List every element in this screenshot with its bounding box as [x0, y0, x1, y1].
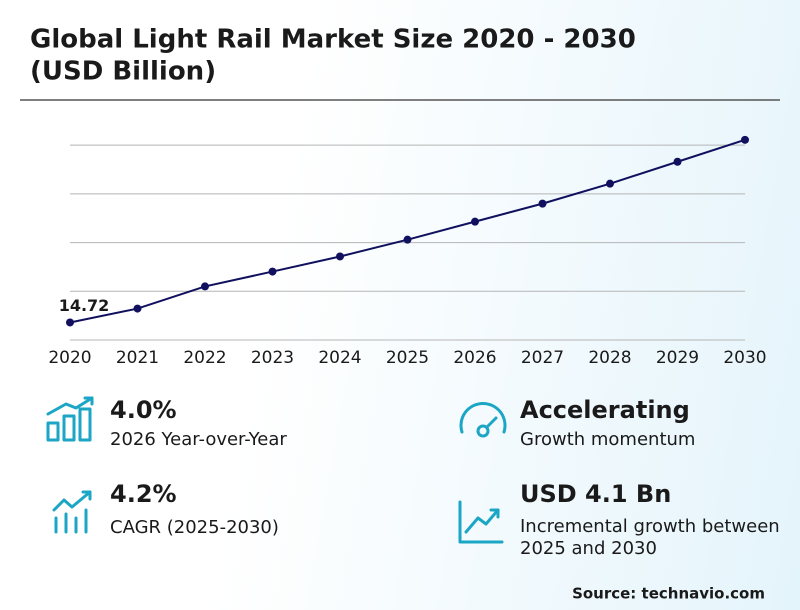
x-tick-label: 2024 — [318, 348, 361, 368]
point — [66, 318, 74, 327]
x-tick-label: 2029 — [656, 348, 699, 368]
series-line — [69, 138, 746, 324]
x-tick-label: 2027 — [521, 348, 564, 368]
point — [403, 235, 412, 244]
stat-label-box: Incremental growth between 2025 and 2030 — [520, 516, 780, 559]
point — [336, 252, 344, 261]
stat-label: CAGR (2025-2030) — [110, 517, 279, 538]
x-tick-label: 2020 — [48, 348, 91, 368]
point — [673, 157, 682, 166]
plot: 2020 2021 2022 2023 2024 2025 2026 2027 2028 2029… — [48, 135, 767, 368]
point — [133, 304, 142, 313]
icon-gauge — [459, 401, 507, 438]
icon-chart — [458, 500, 504, 544]
stat-value: USD 4.1 Bn — [520, 480, 671, 508]
point — [471, 217, 479, 226]
point — [538, 199, 547, 208]
stat-value: 4.2% — [110, 480, 177, 508]
stat-value: 4.0% — [110, 396, 177, 424]
x-tick-label: 2023 — [251, 348, 294, 368]
x-tick-label: 2022 — [183, 348, 226, 368]
stat-label: Growth momentum — [520, 429, 695, 450]
x-tick-label: 2025 — [386, 348, 429, 368]
x-tick-label: 2028 — [588, 348, 631, 368]
point — [201, 282, 209, 291]
point — [606, 179, 614, 188]
x-tick-label: 2026 — [453, 348, 496, 368]
icon-trend — [52, 490, 92, 534]
icon-bars — [46, 396, 94, 442]
x-tick-label: 2030 — [723, 348, 766, 368]
stat-value: Accelerating — [520, 396, 690, 424]
point — [741, 135, 749, 144]
source: Source: technavio.com — [572, 585, 765, 603]
x-tick-label: 2021 — [116, 348, 159, 368]
stat-label: 2026 Year-over-Year — [110, 429, 287, 450]
value-label: 14.72 — [59, 296, 110, 315]
chart-title: Global Light Rail Market Size 2020 - 203… — [30, 25, 636, 55]
point — [268, 267, 277, 276]
stat-label: Incremental growth between 2025 and 2030 — [520, 516, 780, 559]
chart-subtitle: (USD Billion) — [30, 57, 216, 87]
